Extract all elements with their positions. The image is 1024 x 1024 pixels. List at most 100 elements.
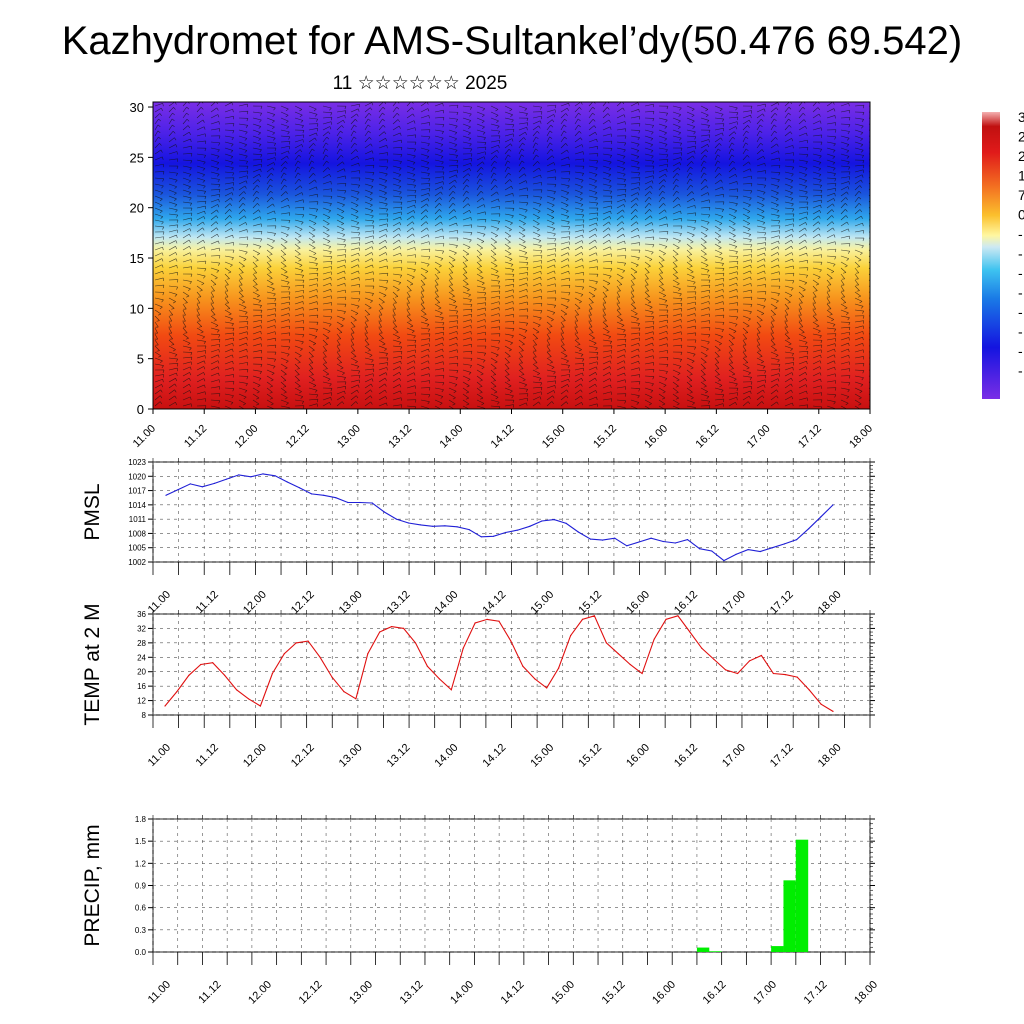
wind-barb — [756, 363, 766, 367]
wind-barb — [462, 123, 471, 128]
wind-barb-flag — [455, 377, 458, 381]
wind-barb — [448, 297, 457, 302]
wind-barb-flag — [652, 244, 655, 248]
wind-barb — [364, 213, 374, 217]
wind-barb — [784, 327, 789, 334]
wind-barb-flag — [834, 367, 836, 371]
wind-barb-flag — [720, 336, 724, 339]
wind-barb-flag — [818, 215, 821, 219]
wind-barb-flag — [595, 347, 598, 351]
wind-barb-flag — [271, 372, 275, 376]
wind-barb — [700, 375, 706, 381]
wind-barb-flag — [693, 281, 696, 285]
wind-barb — [224, 171, 234, 174]
wind-barb — [854, 185, 861, 191]
wind-barb — [826, 321, 836, 325]
wind-barb — [182, 279, 192, 282]
wind-barb-flag — [731, 142, 735, 145]
wind-barb — [854, 174, 863, 179]
wind-barb-flag — [188, 233, 191, 237]
wind-barb — [490, 205, 500, 209]
wind-barb — [462, 237, 472, 241]
wind-barb — [742, 130, 747, 137]
wind-barb — [196, 159, 206, 163]
wind-barb — [826, 177, 836, 179]
wind-barb — [840, 147, 849, 151]
wind-barb — [308, 117, 318, 120]
wind-barb-flag — [703, 248, 707, 250]
wind-barb-flag — [648, 301, 652, 304]
wind-barb — [462, 369, 472, 373]
wind-barb-flag — [689, 172, 693, 175]
wind-barb-flag — [660, 284, 664, 286]
wind-barb — [742, 148, 747, 155]
wind-barb-flag — [554, 259, 556, 263]
wind-barb — [266, 285, 275, 290]
wind-barb — [630, 192, 638, 197]
wind-barb-flag — [467, 173, 471, 177]
wind-barb — [378, 183, 387, 188]
wind-barb-flag — [272, 167, 275, 171]
wind-barb — [770, 357, 780, 361]
wind-barb — [448, 336, 457, 341]
wind-barb-flag — [750, 115, 752, 119]
wind-barb — [700, 213, 710, 216]
wind-barb — [476, 123, 485, 128]
wind-barb-flag — [734, 210, 737, 213]
wind-barb — [728, 276, 737, 281]
wind-barb — [518, 122, 528, 125]
wind-barb — [154, 351, 162, 357]
wind-barb — [658, 231, 668, 233]
wind-barb — [280, 172, 285, 179]
wind-barb — [742, 375, 752, 378]
wind-barb-flag — [426, 227, 429, 231]
wind-barb-flag — [846, 150, 850, 153]
wind-barb-flag — [704, 154, 708, 158]
wind-barb-flag — [746, 130, 749, 134]
wind-barb-flag — [595, 228, 598, 232]
wind-barb-flag — [325, 142, 329, 145]
wind-barb — [644, 285, 649, 292]
wind-barb — [756, 384, 765, 389]
wind-barb — [812, 344, 822, 347]
wind-barb — [644, 249, 654, 253]
wind-barb — [210, 279, 217, 285]
wind-barb-flag — [582, 279, 585, 283]
wind-barb — [266, 129, 275, 134]
wind-barb-flag — [680, 298, 683, 302]
wind-barb — [224, 192, 233, 197]
wind-barb — [364, 201, 373, 206]
wind-barb-flag — [565, 204, 569, 208]
wind-barb — [672, 357, 682, 360]
wind-barb-flag — [456, 222, 458, 227]
wind-barb-flag — [216, 227, 219, 231]
wind-barb — [196, 366, 204, 371]
wind-barb — [266, 344, 276, 347]
wind-barb — [700, 166, 704, 173]
wind-barb — [168, 315, 173, 322]
wind-barb — [812, 354, 821, 359]
wind-barb-flag — [203, 246, 206, 250]
wind-barb-flag — [861, 119, 864, 123]
wind-barb — [266, 184, 271, 191]
wind-barb — [266, 105, 276, 109]
wind-barb-flag — [329, 126, 332, 130]
wind-barb-flag — [624, 135, 627, 139]
wind-barb — [252, 343, 262, 347]
wind-barb — [602, 273, 612, 277]
wind-barb — [630, 348, 639, 353]
wind-barb-flag — [399, 246, 402, 250]
wind-barb-flag — [691, 161, 694, 164]
wind-barb-flag — [662, 391, 666, 394]
wind-barb — [854, 153, 864, 156]
wind-barb — [854, 222, 863, 227]
wind-barb — [812, 134, 822, 137]
wind-barb — [798, 377, 806, 383]
wind-barb-flag — [690, 367, 694, 370]
wind-barb-flag — [637, 137, 640, 141]
wind-barb-flag — [258, 144, 262, 147]
wind-barb — [294, 134, 304, 137]
wind-barb — [448, 123, 458, 127]
wind-barb-flag — [833, 108, 836, 112]
wind-barb-flag — [357, 156, 359, 159]
